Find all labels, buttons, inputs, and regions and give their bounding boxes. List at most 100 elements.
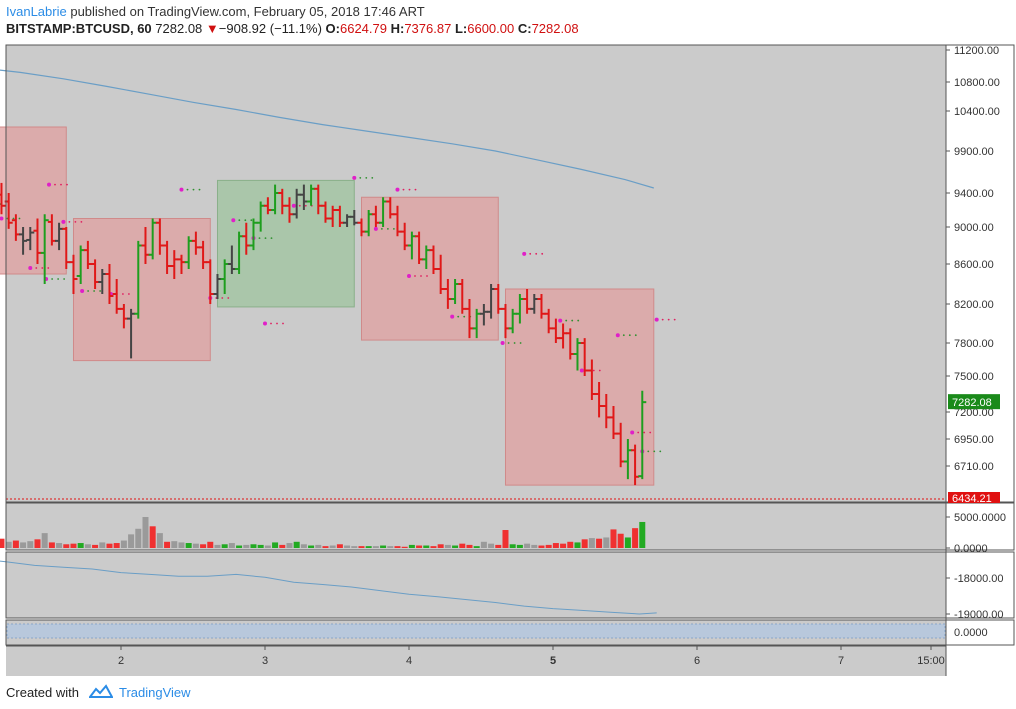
volume-bar[interactable]: [610, 529, 617, 548]
zero-band-pane[interactable]: [6, 620, 946, 645]
volume-bar[interactable]: [596, 538, 603, 548]
zone-box-1[interactable]: [0, 126, 67, 275]
volume-bar[interactable]: [41, 533, 48, 548]
volume-bar[interactable]: [365, 546, 372, 548]
ohlc-bar[interactable]: [638, 390, 647, 480]
volume-bar[interactable]: [27, 541, 34, 548]
volume-bar[interactable]: [538, 545, 545, 548]
volume-bar[interactable]: [632, 528, 639, 548]
volume-bar[interactable]: [531, 544, 538, 548]
volume-bar[interactable]: [84, 544, 91, 548]
volume-bar[interactable]: [344, 545, 351, 548]
volume-bar[interactable]: [408, 544, 415, 548]
volume-bar[interactable]: [380, 545, 387, 548]
volume-bar[interactable]: [106, 543, 113, 548]
volume-bar[interactable]: [286, 543, 293, 548]
indicator-line[interactable]: [0, 558, 657, 615]
volume-bar[interactable]: [437, 544, 444, 548]
zone-box-5[interactable]: [504, 288, 655, 486]
volume-bar[interactable]: [207, 541, 214, 548]
ohlc-bar[interactable]: [105, 264, 114, 304]
volume-bar[interactable]: [264, 545, 271, 548]
volume-bar[interactable]: [416, 545, 423, 548]
volume-bar[interactable]: [617, 533, 624, 548]
main-pane[interactable]: [0, 45, 946, 502]
ohlc-bar[interactable]: [69, 254, 78, 294]
volume-bar[interactable]: [336, 544, 343, 548]
volume-bar[interactable]: [516, 544, 523, 548]
volume-bar[interactable]: [221, 544, 228, 548]
volume-bar[interactable]: [315, 544, 322, 548]
volume-bar[interactable]: [624, 537, 631, 548]
zone-box-3[interactable]: [216, 179, 355, 308]
volume-bar[interactable]: [135, 528, 142, 548]
volume-bar[interactable]: [12, 540, 19, 548]
moving-average-line[interactable]: [0, 68, 654, 189]
volume-bar[interactable]: [70, 543, 77, 548]
volume-bar[interactable]: [308, 545, 315, 548]
volume-bar[interactable]: [459, 543, 466, 548]
volume-bar[interactable]: [488, 543, 495, 548]
volume-bar[interactable]: [113, 543, 120, 548]
indicator-pane[interactable]: [0, 552, 946, 618]
volume-bar[interactable]: [502, 530, 509, 548]
volume-bar[interactable]: [48, 542, 55, 548]
volume-bar[interactable]: [567, 541, 574, 548]
volume-bar[interactable]: [480, 541, 487, 548]
volume-bar[interactable]: [56, 543, 63, 548]
volume-bar[interactable]: [200, 544, 207, 548]
price-chart[interactable]: 11200.00 10800.00 10400.00 9900.00 9400.00 90…: [0, 40, 1016, 676]
zone-box-2[interactable]: [72, 218, 211, 362]
volume-bar[interactable]: [473, 546, 480, 548]
volume-bar[interactable]: [329, 545, 336, 548]
volume-bar[interactable]: [120, 540, 127, 548]
volume-bar[interactable]: [128, 534, 135, 548]
volume-bar[interactable]: [524, 543, 531, 548]
volume-bar[interactable]: [293, 541, 300, 548]
volume-bar[interactable]: [545, 544, 552, 548]
volume-bar[interactable]: [279, 544, 286, 548]
ohlc-bar[interactable]: [4, 193, 13, 229]
volume-bar[interactable]: [394, 546, 401, 548]
volume-bar[interactable]: [257, 544, 264, 548]
volume-bar[interactable]: [552, 543, 559, 548]
volume-bar[interactable]: [171, 541, 178, 548]
tradingview-link[interactable]: TradingView: [118, 685, 191, 700]
volume-bar[interactable]: [444, 544, 451, 548]
volume-bar[interactable]: [430, 546, 437, 548]
volume-bar[interactable]: [156, 533, 163, 548]
ohlc-bar[interactable]: [40, 214, 49, 284]
volume-bar[interactable]: [192, 543, 199, 548]
volume-bar[interactable]: [387, 546, 394, 548]
volume-bar[interactable]: [243, 544, 250, 548]
volume-bar[interactable]: [99, 542, 106, 548]
volume-bar[interactable]: [452, 545, 459, 548]
ohlc-bar[interactable]: [0, 182, 6, 215]
volume-bar[interactable]: [214, 544, 221, 548]
volume-bar[interactable]: [401, 546, 408, 548]
volume-bar[interactable]: [322, 546, 329, 548]
volume-bar[interactable]: [5, 541, 12, 548]
zero-band-area[interactable]: [6, 623, 946, 639]
volume-bar[interactable]: [560, 543, 567, 548]
volume-bar[interactable]: [164, 541, 171, 548]
volume-bar[interactable]: [236, 545, 243, 548]
volume-bar[interactable]: [603, 537, 610, 548]
volume-bar[interactable]: [178, 542, 185, 548]
volume-bar[interactable]: [372, 546, 379, 548]
volume-bar[interactable]: [63, 544, 70, 548]
volume-bar[interactable]: [509, 544, 516, 548]
volume-bar[interactable]: [574, 542, 581, 548]
volume-bar[interactable]: [581, 539, 588, 548]
volume-bar[interactable]: [351, 546, 358, 548]
volume-bar[interactable]: [272, 542, 279, 548]
author-link[interactable]: IvanLabrie: [6, 4, 67, 19]
volume-pane[interactable]: [0, 503, 946, 550]
volume-bar[interactable]: [466, 544, 473, 548]
volume-bar[interactable]: [77, 543, 84, 548]
volume-bar[interactable]: [495, 544, 502, 548]
zone-box-4[interactable]: [360, 196, 499, 341]
volume-bar[interactable]: [0, 538, 5, 548]
volume-bar[interactable]: [142, 517, 149, 548]
volume-bar[interactable]: [228, 543, 235, 548]
